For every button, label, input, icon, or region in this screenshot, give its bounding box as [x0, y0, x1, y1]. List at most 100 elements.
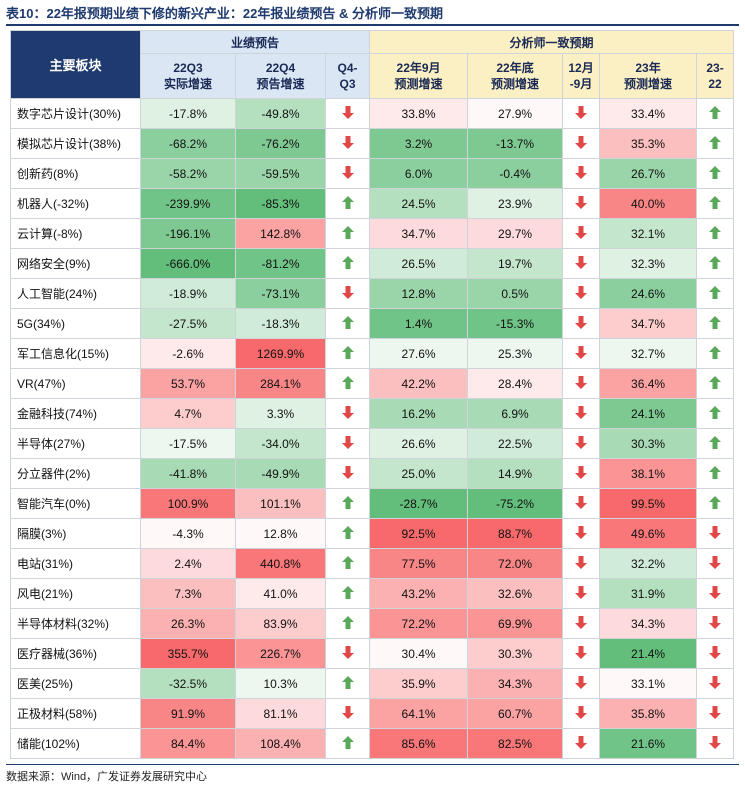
up-arrow-icon [324, 368, 371, 399]
value-22q4: -73.1% [235, 278, 326, 309]
value-yearend-forecast: 6.9% [467, 398, 564, 429]
table-row: 模拟芯片设计(38%) -68.2% -76.2% 3.2% -13.7% 35.3% [10, 128, 735, 159]
value-yearend-forecast: -0.4% [467, 158, 564, 189]
header-dec-sep: 12月 -9月 [562, 53, 601, 99]
value-22q3: -32.5% [140, 668, 236, 699]
table-row: 机器人(-32%) -239.9% -85.3% 24.5% 23.9% 40.0% [10, 188, 735, 219]
value-22q4: 108.4% [235, 728, 326, 759]
header-22q3: 22Q3 实际增速 [140, 53, 236, 99]
table-row: 半导体(27%) -17.5% -34.0% 26.6% 22.5% 30.3% [10, 428, 735, 459]
value-sep-forecast: 26.5% [369, 248, 469, 279]
value-22q4: 142.8% [235, 218, 326, 249]
value-22q3: 26.3% [140, 608, 236, 639]
value-22q3: 91.9% [140, 698, 236, 729]
value-22q3: -58.2% [140, 158, 236, 189]
sector-name: 分立器件(2%) [10, 458, 141, 489]
value-22q4: -59.5% [235, 158, 326, 189]
up-arrow-icon [324, 338, 371, 369]
down-arrow-icon [324, 638, 371, 669]
sector-name: 储能(102%) [10, 728, 141, 759]
table-row: VR(47%) 53.7% 284.1% 42.2% 28.4% 36.4% [10, 368, 735, 399]
value-22q3: -4.3% [140, 518, 236, 549]
sector-name: 医美(25%) [10, 668, 141, 699]
value-23-forecast: 33.4% [599, 98, 698, 129]
header-23-forecast: 23年 预测增速 [599, 53, 698, 99]
value-sep-forecast: 64.1% [369, 698, 469, 729]
up-arrow-icon [696, 278, 735, 309]
up-arrow-icon [696, 218, 735, 249]
down-arrow-icon [562, 668, 601, 699]
down-arrow-icon [562, 488, 601, 519]
down-arrow-icon [562, 218, 601, 249]
sector-name: 机器人(-32%) [10, 188, 141, 219]
down-arrow-icon [696, 728, 735, 759]
value-22q4: -49.9% [235, 458, 326, 489]
value-yearend-forecast: 23.9% [467, 188, 564, 219]
value-23-forecast: 34.7% [599, 308, 698, 339]
value-sep-forecast: 43.2% [369, 578, 469, 609]
table-row: 电站(31%) 2.4% 440.8% 77.5% 72.0% 32.2% [10, 548, 735, 579]
value-yearend-forecast: 69.9% [467, 608, 564, 639]
data-table: 主要板块 业绩预告 分析师一致预期 22Q3 实际增速 22Q4 预告增速 Q4- Q… [10, 30, 735, 759]
up-arrow-icon [324, 248, 371, 279]
header-22q4: 22Q4 预告增速 [235, 53, 326, 99]
value-22q3: -27.5% [140, 308, 236, 339]
value-yearend-forecast: 27.9% [467, 98, 564, 129]
up-arrow-icon [696, 488, 735, 519]
header-sep-forecast: 22年9月 预测增速 [369, 53, 469, 99]
sector-name: 正极材料(58%) [10, 698, 141, 729]
value-22q4: 83.9% [235, 608, 326, 639]
sector-name: 云计算(-8%) [10, 218, 141, 249]
value-sep-forecast: 35.9% [369, 668, 469, 699]
down-arrow-icon [562, 368, 601, 399]
value-yearend-forecast: 19.7% [467, 248, 564, 279]
down-arrow-icon [324, 158, 371, 189]
table-row: 5G(34%) -27.5% -18.3% 1.4% -15.3% 34.7% [10, 308, 735, 339]
up-arrow-icon [324, 668, 371, 699]
down-arrow-icon [324, 698, 371, 729]
header-sector: 主要板块 [10, 30, 141, 99]
value-sep-forecast: 16.2% [369, 398, 469, 429]
table-row: 半导体材料(32%) 26.3% 83.9% 72.2% 69.9% 34.3% [10, 608, 735, 639]
value-yearend-forecast: 30.3% [467, 638, 564, 669]
down-arrow-icon [562, 128, 601, 159]
up-arrow-icon [324, 608, 371, 639]
table-row: 储能(102%) 84.4% 108.4% 85.6% 82.5% 21.6% [10, 728, 735, 759]
value-sep-forecast: 12.8% [369, 278, 469, 309]
up-arrow-icon [696, 248, 735, 279]
value-23-forecast: 30.3% [599, 428, 698, 459]
value-22q4: -49.8% [235, 98, 326, 129]
down-arrow-icon [562, 398, 601, 429]
table-row: 医疗器械(36%) 355.7% 226.7% 30.4% 30.3% 21.4% [10, 638, 735, 669]
down-arrow-icon [324, 98, 371, 129]
table-row: 隔膜(3%) -4.3% 12.8% 92.5% 88.7% 49.6% [10, 518, 735, 549]
up-arrow-icon [324, 548, 371, 579]
header-yearend-forecast: 22年底 预测增速 [467, 53, 564, 99]
value-yearend-forecast: 25.3% [467, 338, 564, 369]
value-23-forecast: 32.1% [599, 218, 698, 249]
down-arrow-icon [562, 608, 601, 639]
down-arrow-icon [324, 128, 371, 159]
value-22q4: 41.0% [235, 578, 326, 609]
down-arrow-icon [562, 338, 601, 369]
value-yearend-forecast: 88.7% [467, 518, 564, 549]
value-yearend-forecast: 28.4% [467, 368, 564, 399]
value-sep-forecast: 27.6% [369, 338, 469, 369]
value-22q4: -81.2% [235, 248, 326, 279]
down-arrow-icon [562, 308, 601, 339]
sector-name: 电站(31%) [10, 548, 141, 579]
table-row: 数字芯片设计(30%) -17.8% -49.8% 33.8% 27.9% 33.4% [10, 98, 735, 129]
value-22q4: -76.2% [235, 128, 326, 159]
value-22q3: -239.9% [140, 188, 236, 219]
value-22q4: 440.8% [235, 548, 326, 579]
value-22q3: 355.7% [140, 638, 236, 669]
value-22q3: -666.0% [140, 248, 236, 279]
value-23-forecast: 24.6% [599, 278, 698, 309]
down-arrow-icon [696, 638, 735, 669]
up-arrow-icon [696, 158, 735, 189]
sector-name: 5G(34%) [10, 308, 141, 339]
value-23-forecast: 35.3% [599, 128, 698, 159]
value-22q3: -17.8% [140, 98, 236, 129]
sector-name: 智能汽车(0%) [10, 488, 141, 519]
value-22q4: -85.3% [235, 188, 326, 219]
